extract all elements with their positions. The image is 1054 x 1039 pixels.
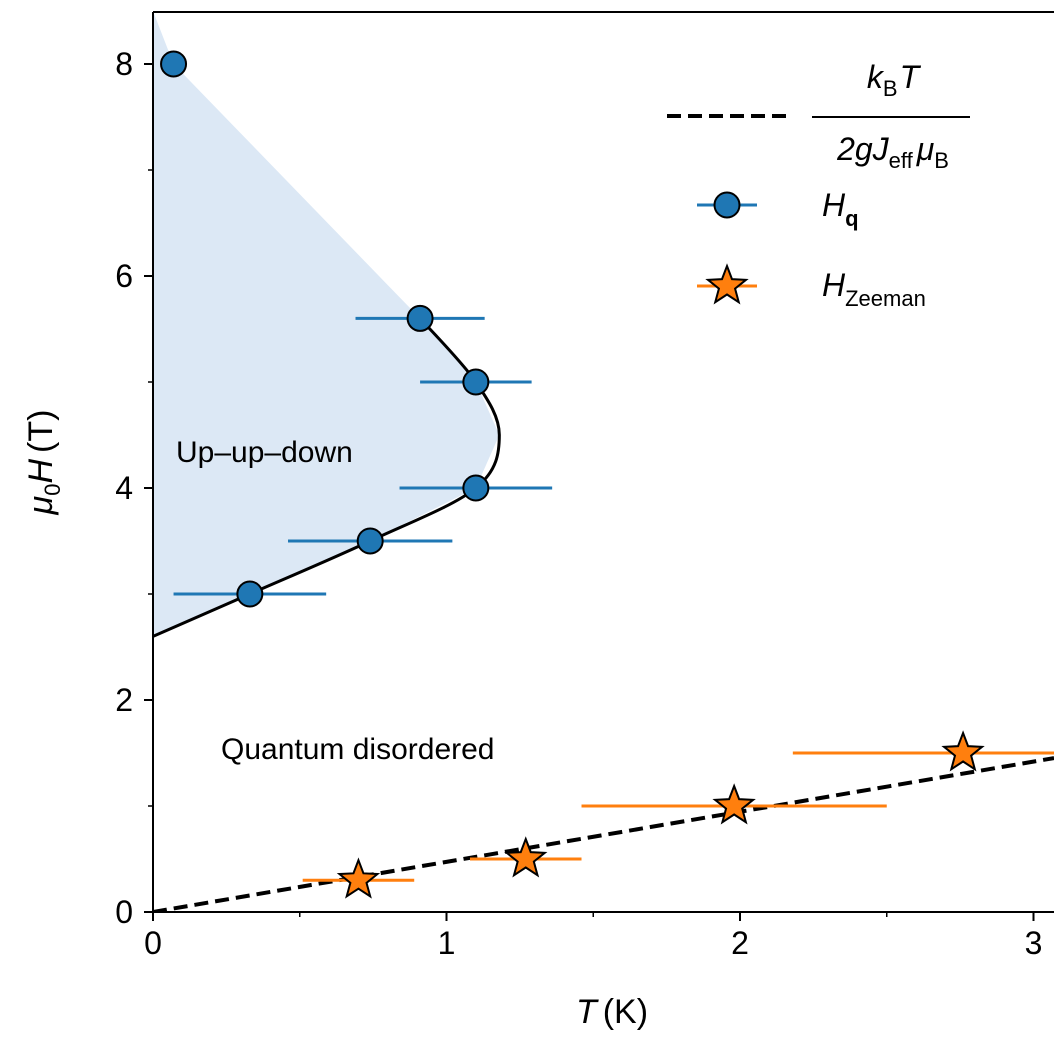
x-tick-label: 0 <box>144 925 162 961</box>
y-axis-label: μ0H (T) <box>22 410 65 516</box>
y-tick-label: 2 <box>115 682 133 718</box>
legend-hq-label: Hq <box>822 187 859 231</box>
x-axis-unit: (K) <box>603 993 648 1031</box>
hzeeman-point <box>504 836 548 878</box>
legend-hq-H: H <box>822 187 846 223</box>
y-axis-sub: 0 <box>40 484 65 496</box>
hzeeman-point <box>336 857 381 899</box>
series-hzeeman <box>302 730 1054 899</box>
legend-hz-sub: Zeeman <box>845 286 926 311</box>
legend-J: J <box>872 131 890 167</box>
legend-hz-marker <box>705 263 749 305</box>
legend-hz-H: H <box>822 267 846 303</box>
hzeeman-point <box>941 730 985 772</box>
hzeeman-point <box>712 783 756 825</box>
hq-point <box>236 580 264 608</box>
legend-2g: 2g <box>836 131 873 167</box>
legend-mu: μ <box>916 131 935 167</box>
y-axis-mu: μ <box>22 495 60 515</box>
legend-k: k <box>867 59 885 95</box>
y-tick-label: 0 <box>115 894 133 930</box>
legend-dashed-numerator: kBT <box>867 59 922 101</box>
hq-point <box>462 474 490 502</box>
x-axis-label: T (K) <box>576 993 648 1031</box>
series-hq <box>160 50 553 608</box>
legend-k-sub: B <box>883 76 898 101</box>
zeeman-dashed-line <box>153 756 1054 912</box>
hq-point <box>462 368 490 396</box>
legend-dashed-denominator: 2gJeff μB <box>836 131 949 173</box>
y-tick-label: 8 <box>115 46 133 82</box>
ordered-phase-fill <box>153 12 500 637</box>
x-tick-label: 1 <box>438 925 456 961</box>
disordered-phase-label: Quantum disordered <box>221 733 495 766</box>
y-axis-H: H <box>22 459 60 484</box>
hq-point <box>160 50 188 78</box>
legend-hq-sub: q <box>845 206 858 231</box>
hq-point <box>406 304 434 332</box>
y-tick-label: 4 <box>115 470 133 506</box>
legend-T: T <box>900 59 922 95</box>
y-tick-label: 6 <box>115 258 133 294</box>
legend-hq-marker <box>713 191 741 219</box>
x-tick-label: 2 <box>731 925 749 961</box>
x-tick-label: 3 <box>1025 925 1043 961</box>
legend-hz-label: HZeeman <box>822 267 926 311</box>
legend-mu-sub: B <box>934 148 949 173</box>
ordered-phase-label: Up–up–down <box>176 436 353 469</box>
hq-point <box>356 527 384 555</box>
plot-area: Up–up–down Quantum disordered <box>153 12 1054 912</box>
x-axis-var: T <box>576 993 599 1031</box>
y-axis-unit: (T) <box>22 410 60 453</box>
legend-J-sub: eff <box>889 148 914 173</box>
